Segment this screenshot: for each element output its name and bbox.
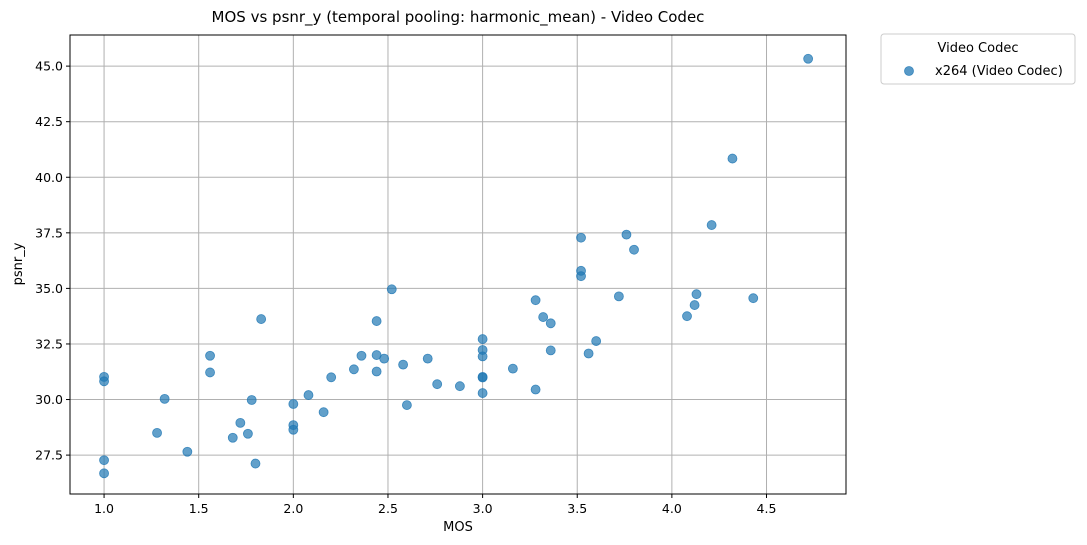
data-point bbox=[288, 424, 299, 435]
data-point bbox=[576, 271, 586, 282]
data-point bbox=[803, 53, 814, 64]
data-point bbox=[422, 353, 433, 364]
data-point bbox=[748, 293, 759, 304]
y-tick-label: 32.5 bbox=[35, 336, 63, 351]
data-point bbox=[477, 388, 488, 398]
data-point bbox=[538, 312, 549, 322]
data-point bbox=[530, 384, 541, 395]
data-point bbox=[591, 336, 602, 346]
data-point bbox=[243, 428, 253, 439]
data-point bbox=[326, 372, 337, 383]
data-point bbox=[530, 295, 541, 306]
data-point bbox=[235, 417, 246, 428]
x-tick-label: 4.5 bbox=[757, 501, 777, 516]
y-tick-label: 37.5 bbox=[35, 225, 63, 240]
y-tick-label: 30.0 bbox=[35, 392, 63, 407]
data-point bbox=[205, 350, 215, 361]
y-tick-label: 40.0 bbox=[35, 170, 63, 185]
legend: Video Codec x264 (Video Codec) bbox=[880, 33, 1076, 85]
data-point bbox=[256, 314, 267, 324]
data-point bbox=[401, 400, 412, 410]
data-point bbox=[689, 300, 700, 310]
data-point bbox=[477, 372, 488, 383]
y-tick-label: 35.0 bbox=[35, 281, 63, 296]
data-point bbox=[250, 458, 261, 469]
y-tick-label: 27.5 bbox=[35, 448, 63, 463]
data-point bbox=[152, 427, 162, 438]
y-tick-label: 45.0 bbox=[35, 59, 63, 74]
data-point bbox=[576, 232, 586, 243]
data-point bbox=[691, 289, 702, 300]
legend-marker bbox=[904, 66, 914, 76]
data-point bbox=[99, 455, 109, 466]
data-point bbox=[182, 446, 193, 457]
data-point bbox=[477, 334, 488, 344]
legend-box bbox=[880, 33, 1076, 85]
data-point bbox=[629, 244, 639, 255]
data-point bbox=[349, 364, 359, 375]
data-point bbox=[386, 284, 397, 295]
data-point bbox=[621, 229, 632, 240]
x-tick-label: 1.0 bbox=[94, 501, 114, 516]
y-axis-ticks: 27.5 30.0 32.5 35.0 37.5 40.0 42.5 45.0 bbox=[35, 59, 70, 463]
data-point bbox=[545, 318, 556, 329]
data-point bbox=[545, 345, 556, 356]
data-points bbox=[99, 53, 814, 479]
data-point bbox=[507, 363, 518, 374]
x-tick-label: 2.5 bbox=[378, 501, 398, 516]
data-point bbox=[159, 393, 170, 404]
data-point bbox=[454, 381, 465, 392]
data-point bbox=[371, 316, 382, 326]
data-point bbox=[303, 390, 314, 400]
x-tick-label: 4.0 bbox=[662, 501, 682, 516]
data-point bbox=[205, 367, 215, 378]
data-point bbox=[379, 353, 390, 364]
plot-area-frame bbox=[69, 34, 847, 495]
data-point bbox=[583, 348, 594, 359]
data-point bbox=[246, 395, 257, 405]
x-tick-label: 1.5 bbox=[189, 501, 209, 516]
y-tick-label: 42.5 bbox=[35, 114, 63, 129]
data-point bbox=[371, 366, 382, 377]
legend-title: Video Codec bbox=[938, 41, 1019, 56]
data-point bbox=[356, 350, 367, 361]
data-point bbox=[318, 407, 329, 418]
data-point bbox=[706, 220, 717, 230]
chart-title: MOS vs psnr_y (temporal pooling: harmoni… bbox=[212, 8, 705, 27]
x-tick-label: 2.0 bbox=[283, 501, 303, 516]
data-point bbox=[613, 291, 624, 302]
x-tick-label: 3.0 bbox=[473, 501, 493, 516]
x-axis-ticks: 1.0 1.5 2.0 2.5 3.0 3.5 4.0 4.5 bbox=[94, 494, 776, 516]
x-axis-title: MOS bbox=[443, 520, 473, 535]
data-point bbox=[99, 468, 109, 479]
data-point bbox=[398, 359, 409, 370]
y-axis-title: psnr_y bbox=[11, 242, 26, 285]
x-tick-label: 3.5 bbox=[567, 501, 587, 516]
data-point bbox=[227, 432, 238, 443]
grid-lines bbox=[70, 35, 846, 494]
data-point bbox=[682, 311, 692, 322]
data-point bbox=[99, 376, 109, 387]
data-point bbox=[288, 399, 299, 409]
data-point bbox=[477, 351, 488, 362]
data-point bbox=[727, 153, 738, 164]
legend-label: x264 (Video Codec) bbox=[935, 64, 1063, 79]
data-point bbox=[432, 379, 443, 390]
